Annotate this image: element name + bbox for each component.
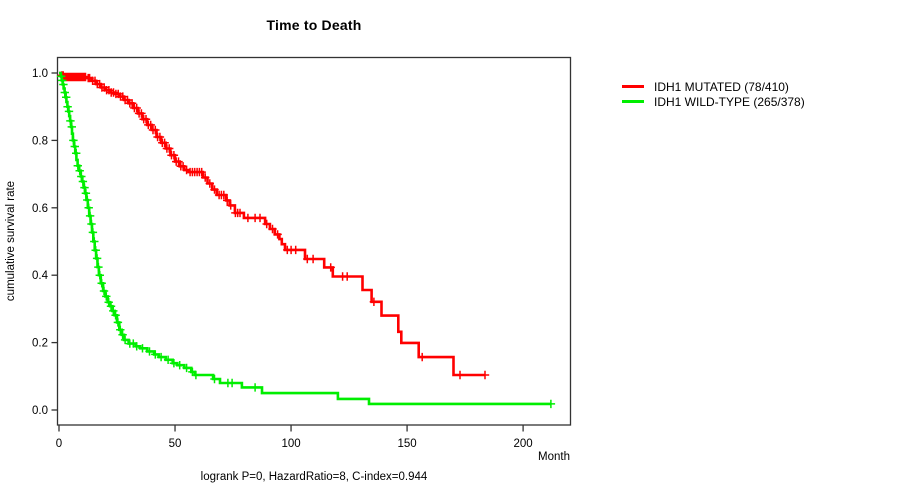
legend: IDH1 MUTATED (78/410) IDH1 WILD-TYPE (26…	[622, 79, 805, 109]
x-tick-label: 0	[56, 438, 62, 450]
chart-title: Time to Death	[266, 17, 362, 33]
legend-line-swatch-mutated	[622, 85, 644, 88]
x-tick-label: 50	[169, 438, 182, 450]
legend-item-idh1-wild-type: IDH1 WILD-TYPE (265/378)	[622, 94, 805, 109]
x-axis-label: Month	[538, 451, 570, 463]
x-tick-label: 100	[281, 438, 300, 450]
y-tick-label: 0.6	[32, 203, 48, 215]
x-tick-label: 200	[514, 438, 533, 450]
y-tick-label: 0.4	[32, 270, 49, 282]
survival-curve-idh1-wild-type	[59, 71, 551, 406]
plot-box	[56, 56, 572, 426]
stats-caption: logrank P=0, HazardRatio=8, C-index=0.94…	[200, 471, 428, 483]
y-tick-label: 0.0	[32, 405, 48, 417]
y-tick-label: 1.0	[32, 68, 48, 80]
legend-item-idh1-mutated: IDH1 MUTATED (78/410)	[622, 79, 805, 94]
y-axis-label: cumulative survival rate	[5, 180, 17, 302]
legend-label-wild-type: IDH1 WILD-TYPE (265/378)	[654, 94, 805, 109]
y-tick-label: 0.8	[32, 135, 48, 147]
legend-line-swatch-wild-type	[622, 100, 644, 103]
legend-label-mutated: IDH1 MUTATED (78/410)	[654, 79, 789, 94]
y-tick-label: 0.2	[32, 338, 48, 350]
censor-marks-idh1-wild-type	[56, 72, 556, 409]
x-tick-label: 150	[397, 438, 416, 450]
